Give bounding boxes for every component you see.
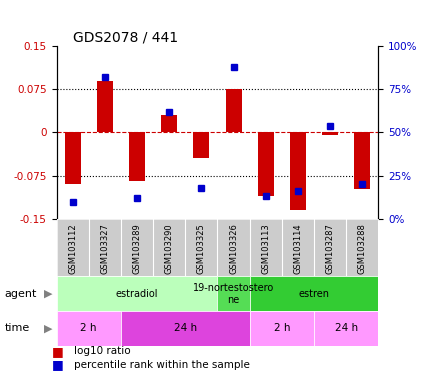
- Text: time: time: [4, 323, 30, 333]
- Text: GSM103327: GSM103327: [100, 223, 109, 274]
- Bar: [313, 311, 378, 346]
- Text: ▶: ▶: [43, 323, 52, 333]
- Bar: [249, 311, 313, 346]
- Text: 24 h: 24 h: [173, 323, 197, 333]
- Text: GSM103326: GSM103326: [229, 223, 237, 274]
- Bar: [121, 311, 249, 346]
- Text: GSM103325: GSM103325: [197, 223, 205, 274]
- Bar: [321, 132, 338, 136]
- Text: ■: ■: [52, 358, 64, 371]
- Bar: [97, 81, 113, 132]
- Bar: [225, 89, 241, 132]
- Text: 2 h: 2 h: [273, 323, 289, 333]
- Bar: [257, 132, 273, 196]
- Text: percentile rank within the sample: percentile rank within the sample: [74, 360, 249, 370]
- Text: estradiol: estradiol: [115, 289, 158, 299]
- Text: GSM103290: GSM103290: [164, 223, 173, 274]
- Text: ■: ■: [52, 345, 64, 358]
- Bar: [56, 311, 121, 346]
- Text: log10 ratio: log10 ratio: [74, 346, 130, 356]
- Text: 2 h: 2 h: [80, 323, 97, 333]
- Bar: [249, 276, 378, 311]
- Bar: [161, 115, 177, 132]
- Text: ▶: ▶: [43, 289, 52, 299]
- Text: GSM103114: GSM103114: [293, 223, 302, 274]
- Text: estren: estren: [298, 289, 329, 299]
- Text: GSM103287: GSM103287: [325, 223, 334, 274]
- Text: GDS2078 / 441: GDS2078 / 441: [72, 31, 178, 45]
- Text: GSM103112: GSM103112: [68, 223, 77, 274]
- Text: GSM103289: GSM103289: [132, 223, 141, 274]
- Bar: [353, 132, 369, 189]
- Bar: [217, 276, 249, 311]
- Bar: [128, 132, 145, 182]
- Text: 24 h: 24 h: [334, 323, 357, 333]
- Text: 19-nortestostero
ne: 19-nortestostero ne: [193, 283, 273, 305]
- Text: agent: agent: [4, 289, 36, 299]
- Bar: [289, 132, 305, 210]
- Text: GSM103113: GSM103113: [261, 223, 270, 274]
- Bar: [193, 132, 209, 159]
- Bar: [56, 276, 217, 311]
- Text: GSM103288: GSM103288: [357, 223, 366, 274]
- Bar: [65, 132, 81, 184]
